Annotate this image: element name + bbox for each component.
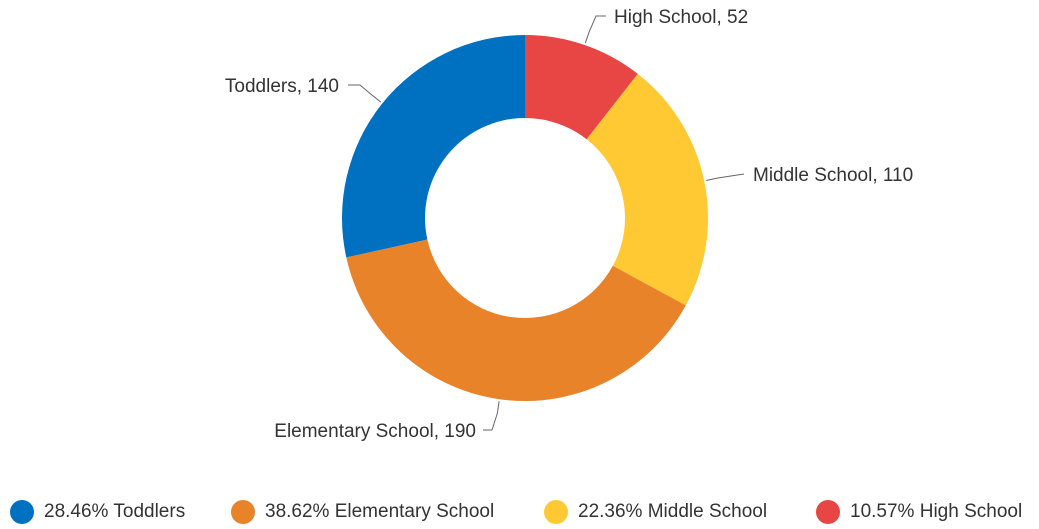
legend-color-dot: [544, 500, 568, 524]
legend-label: 22.36% Middle School: [578, 501, 768, 522]
leader-line-middle-school: [706, 173, 745, 181]
callout-label-elementary-school: Elementary School, 190: [274, 421, 476, 442]
legend: 28.46% Toddlers 38.62% Elementary School 2…: [0, 497, 1039, 527]
slice-elementary-school: [346, 239, 686, 402]
legend-item-middle-school: 22.36% Middle School: [544, 497, 767, 527]
leader-line-high-school: [584, 15, 606, 44]
slice-high-school: [525, 35, 638, 140]
leader-lines-layer: [348, 15, 745, 431]
legend-color-dot: [816, 500, 840, 524]
callout-label-middle-school: Middle School, 110: [753, 165, 913, 186]
slice-middle-school: [586, 73, 709, 306]
slices-layer: [341, 35, 709, 402]
legend-item-high-school: 10.57% High School: [816, 497, 1022, 527]
legend-label: 10.57% High School: [850, 501, 1023, 522]
legend-label: 28.46% Toddlers: [44, 501, 186, 522]
leader-line-elementary-school: [483, 401, 500, 431]
legend-item-elementary-school: 38.62% Elementary School: [231, 497, 494, 527]
slice-toddlers: [341, 35, 525, 258]
callout-labels-layer: High School, 52 Middle School, 110 Element…: [225, 7, 913, 442]
legend-label: 38.62% Elementary School: [265, 501, 495, 522]
legend-color-dot: [10, 500, 34, 524]
callout-label-toddlers: Toddlers, 140: [225, 76, 339, 97]
leader-line-toddlers: [348, 84, 382, 103]
legend-item-toddlers: 28.46% Toddlers: [10, 497, 185, 527]
legend-color-dot: [231, 500, 255, 524]
callout-label-high-school: High School, 52: [614, 7, 748, 28]
